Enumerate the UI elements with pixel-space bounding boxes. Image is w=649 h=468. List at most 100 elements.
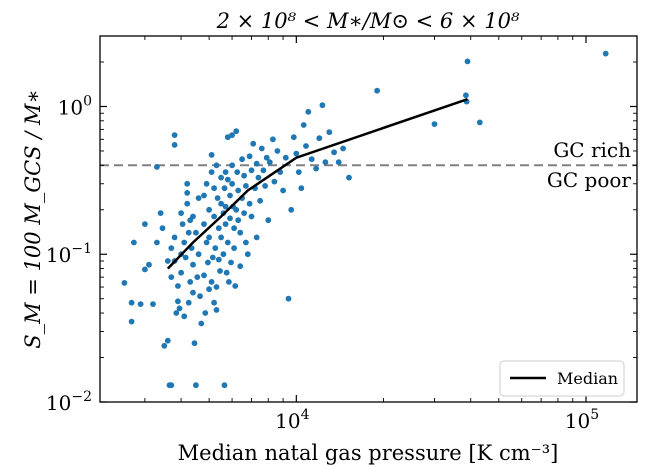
data-point — [244, 251, 251, 258]
data-point — [234, 169, 241, 176]
data-point — [128, 318, 135, 325]
data-point — [208, 152, 215, 158]
data-point — [211, 185, 218, 192]
data-point — [185, 299, 192, 306]
data-point — [201, 272, 207, 279]
data-point — [203, 180, 210, 187]
data-point — [181, 313, 188, 320]
data-point — [176, 305, 183, 312]
data-point — [198, 320, 205, 327]
data-point — [464, 58, 471, 65]
data-point — [184, 180, 191, 187]
data-point — [222, 203, 229, 210]
data-point — [227, 192, 233, 199]
median-line — [166, 98, 468, 270]
data-point — [298, 185, 305, 192]
data-point — [229, 162, 236, 169]
data-point — [235, 217, 242, 224]
data-point — [213, 284, 220, 290]
data-point — [121, 280, 128, 286]
scatter-points — [121, 50, 609, 389]
data-point — [202, 310, 209, 316]
data-point — [271, 178, 278, 185]
data-point — [190, 213, 196, 220]
data-point — [164, 337, 171, 344]
data-point — [181, 239, 188, 246]
data-point — [243, 239, 249, 246]
data-point — [232, 283, 239, 289]
data-point — [262, 183, 268, 189]
data-point — [300, 122, 307, 128]
data-point — [476, 119, 483, 126]
data-point — [175, 283, 181, 289]
data-point — [161, 342, 168, 349]
data-point — [241, 172, 248, 179]
data-point — [159, 225, 166, 232]
data-point — [316, 135, 323, 142]
data-point — [203, 239, 210, 246]
data-point — [201, 192, 207, 199]
data-point — [305, 108, 312, 115]
data-point — [211, 213, 218, 220]
data-point — [217, 268, 223, 274]
data-point — [171, 132, 178, 139]
data-point — [220, 251, 227, 258]
data-point — [280, 187, 286, 194]
plot-frame — [99, 35, 638, 403]
data-point — [257, 197, 263, 204]
data-point — [206, 206, 213, 213]
data-point — [233, 206, 240, 213]
gc-poor-label: GC poor — [547, 168, 632, 192]
data-point — [258, 145, 265, 152]
data-point — [319, 102, 326, 109]
axis-ticks — [100, 35, 637, 403]
data-point — [243, 183, 249, 189]
data-point — [246, 200, 253, 207]
tick-label: 105 — [565, 407, 599, 433]
data-point — [206, 234, 213, 241]
tick-label: 100 — [58, 93, 92, 119]
data-point — [331, 149, 337, 156]
data-point — [260, 167, 267, 174]
data-point — [131, 239, 137, 246]
data-point — [222, 169, 229, 176]
x-axis-label: Median natal gas pressure [K cm⁻³] — [178, 441, 559, 465]
data-point — [178, 210, 185, 217]
data-point — [221, 185, 228, 192]
data-point — [221, 382, 228, 389]
data-point — [168, 274, 175, 280]
data-point — [154, 164, 160, 170]
data-point — [335, 159, 342, 166]
data-point — [253, 160, 260, 167]
data-point — [229, 180, 236, 187]
data-point — [195, 251, 202, 258]
data-point — [168, 245, 175, 252]
data-point — [142, 221, 148, 228]
data-point — [235, 187, 242, 194]
data-point — [137, 301, 144, 307]
data-point — [178, 269, 185, 276]
y-tick-labels: 10−2 10−1 100 — [46, 93, 92, 415]
data-point — [288, 206, 295, 213]
data-point — [154, 239, 160, 246]
data-point — [206, 286, 213, 293]
threshold-group: GC rich GC poor — [100, 138, 637, 192]
data-point — [218, 234, 225, 241]
data-point — [228, 259, 234, 266]
x-tick-labels: 104 105 — [275, 407, 599, 433]
data-point — [374, 87, 380, 94]
data-point — [173, 310, 180, 316]
data-point — [194, 274, 201, 280]
data-point — [265, 217, 272, 224]
data-point — [190, 289, 196, 296]
chart-title: 2 × 10⁸ < M∗/M⊙ < 6 × 10⁸ — [216, 9, 520, 33]
data-point — [263, 154, 270, 161]
legend-median-label: Median — [557, 369, 618, 388]
data-point — [128, 299, 135, 306]
data-point — [237, 229, 244, 236]
tick-label: 10−1 — [46, 241, 92, 267]
data-point — [250, 140, 257, 147]
data-point — [166, 382, 173, 389]
data-point — [146, 261, 152, 268]
